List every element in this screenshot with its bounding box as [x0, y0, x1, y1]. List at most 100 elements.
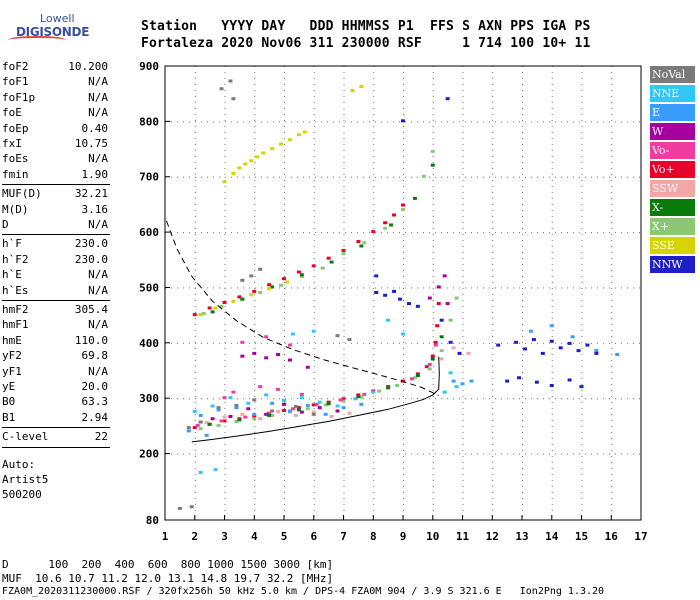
grid-dot [465, 176, 466, 178]
grid-dot [581, 72, 583, 73]
grid-dot [343, 168, 345, 169]
grid-dot [343, 348, 345, 349]
grid-dot [492, 270, 494, 271]
grid-dot [581, 270, 583, 271]
grid-dot [581, 354, 583, 355]
grid-dot [284, 498, 285, 499]
grid-dot [224, 222, 226, 223]
grid-dot [462, 318, 464, 319]
grid-dot [403, 252, 404, 253]
grid-dot [255, 453, 256, 455]
grid-dot [432, 180, 434, 181]
grid-dot [403, 294, 404, 295]
grid-dot [611, 84, 613, 85]
grid-dot [403, 264, 404, 265]
grid-dot [224, 468, 226, 469]
y-tick-label: 700 [139, 171, 159, 184]
grid-dot [284, 252, 285, 253]
grid-dot [522, 132, 523, 133]
grid-dot [224, 138, 226, 139]
grid-dot [435, 287, 436, 289]
grid-dot [399, 342, 400, 344]
grid-dot [351, 287, 352, 289]
grid-dot [194, 198, 196, 199]
echo-point-vo- [267, 283, 272, 287]
grid-dot [403, 240, 404, 241]
grid-dot [219, 398, 220, 400]
grid-dot [403, 126, 404, 127]
grid-dot [284, 438, 285, 439]
chart-points [177, 79, 620, 510]
grid-dot [284, 234, 285, 235]
grid-dot [315, 342, 316, 344]
echo-point-e [460, 382, 465, 386]
grid-dot [183, 232, 184, 234]
grid-dot [189, 121, 190, 123]
grid-dot [194, 420, 196, 421]
footer-muf: MUF 10.6 10.7 11.2 12.0 13.1 14.8 19.7 3… [2, 572, 334, 585]
grid-dot [194, 72, 196, 73]
grid-dot [313, 432, 315, 433]
grid-dot [459, 232, 460, 234]
grid-dot [224, 318, 226, 319]
grid-dot [462, 408, 464, 409]
grid-dot [309, 342, 310, 344]
grid-dot [303, 121, 304, 123]
grid-dot [611, 228, 613, 229]
grid-dot [194, 180, 196, 181]
grid-dot [585, 287, 586, 289]
grid-dot [224, 264, 226, 265]
echo-point-ssw [439, 357, 444, 361]
grid-dot [522, 384, 523, 385]
grid-dot [403, 342, 404, 343]
grid-dot [411, 453, 412, 455]
param-value: 0.40 [81, 121, 109, 135]
grid-dot [432, 264, 434, 265]
grid-dot [551, 162, 553, 163]
grid-dot [522, 336, 523, 337]
grid-dot [313, 480, 315, 481]
grid-dot [387, 398, 388, 400]
grid-dot [579, 232, 580, 234]
grid-dot [432, 138, 434, 139]
grid-dot [313, 312, 315, 313]
grid-dot [373, 426, 375, 427]
grid-dot [201, 176, 202, 178]
grid-dot [537, 287, 538, 289]
grid-dot [369, 287, 370, 289]
grid-dot [194, 288, 196, 289]
grid-dot [267, 121, 268, 123]
echo-point-w [436, 285, 441, 289]
grid-dot [492, 360, 494, 361]
grid-dot [231, 287, 232, 289]
grid-dot [551, 198, 553, 199]
grid-dot [591, 232, 592, 234]
grid-dot [581, 246, 583, 247]
grid-dot [194, 294, 196, 295]
grid-dot [194, 258, 196, 259]
grid-dot [343, 390, 345, 391]
grid-dot [254, 288, 256, 289]
grid-dot [403, 480, 404, 481]
grid-dot [423, 287, 424, 289]
grid-dot [313, 234, 315, 235]
grid-dot [522, 456, 523, 457]
grid-dot [373, 150, 375, 151]
grid-dot [462, 312, 464, 313]
grid-dot [483, 176, 484, 178]
grid-dot [621, 342, 622, 344]
grid-dot [313, 84, 315, 85]
grid-dot [432, 270, 434, 271]
grid-dot [284, 222, 285, 223]
grid-dot [254, 114, 256, 115]
grid-dot [462, 246, 464, 247]
grid-dot [403, 102, 404, 103]
grid-dot [373, 198, 375, 199]
grid-dot [492, 216, 494, 217]
grid-dot [254, 342, 256, 343]
grid-dot [183, 176, 184, 178]
grid-dot [492, 144, 494, 145]
y-tick-label: 800 [139, 115, 159, 128]
echo-point-nnw [374, 291, 379, 294]
grid-dot [284, 312, 285, 313]
